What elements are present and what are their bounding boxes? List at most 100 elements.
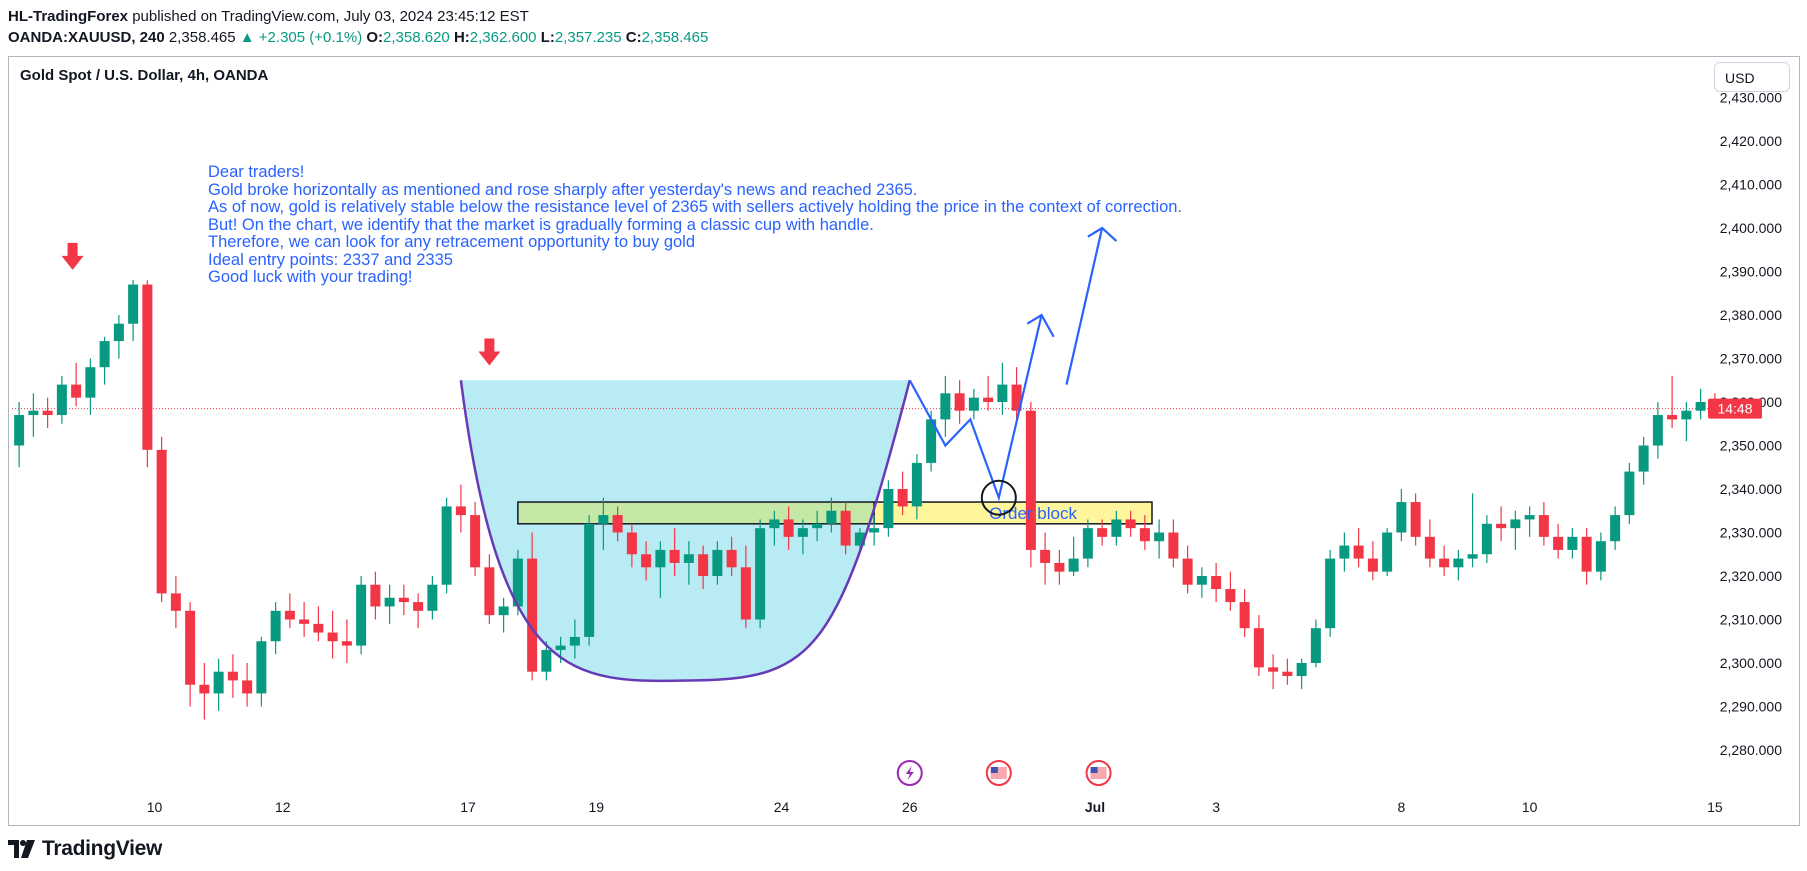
candle-body xyxy=(1524,515,1535,520)
y-tick-label: 2,290.000 xyxy=(1720,699,1782,715)
candle-body xyxy=(1467,554,1478,559)
x-tick-label: 26 xyxy=(902,799,918,815)
candle-body xyxy=(598,515,609,524)
quote-line: OANDA:XAUUSD, 240 2,358.465 ▲ +2.305 (+0… xyxy=(8,29,708,46)
candle-body xyxy=(755,528,766,620)
candle-body xyxy=(227,671,238,681)
y-tick-label: 2,350.000 xyxy=(1720,438,1782,454)
tradingview-logo-icon xyxy=(8,840,35,858)
candle-body xyxy=(983,397,994,402)
note-line: Ideal entry points: 2337 and 2335 xyxy=(208,250,453,269)
candle-body xyxy=(940,393,951,420)
y-tick-label: 2,300.000 xyxy=(1720,655,1782,671)
candle-body xyxy=(1567,536,1578,550)
projection-arrowhead-2 xyxy=(1087,226,1118,242)
high-label: H: xyxy=(453,29,470,46)
candle-body xyxy=(1296,663,1307,677)
footer-brand[interactable]: TradingView xyxy=(8,834,162,864)
publish-line: HL-TradingForex published on TradingView… xyxy=(8,8,529,25)
last-price: 2,358.465 xyxy=(168,29,236,46)
candle-body xyxy=(1068,558,1079,572)
currency-button[interactable]: USD xyxy=(1714,62,1790,92)
candle-body xyxy=(512,558,523,607)
note-line: Good luck with your trading! xyxy=(208,268,413,286)
low-label: L: xyxy=(540,29,555,46)
order-block-zone xyxy=(873,501,1153,525)
candle-body xyxy=(1211,576,1222,590)
candle-body xyxy=(484,567,495,616)
candle-body xyxy=(1367,558,1378,572)
candle-body xyxy=(897,489,908,507)
candle-body xyxy=(1168,532,1179,559)
candle-body xyxy=(1638,445,1649,472)
candle-body xyxy=(626,532,637,555)
candle-body xyxy=(1139,528,1150,542)
candle-body xyxy=(1652,415,1663,446)
candle-body xyxy=(1125,519,1136,529)
price-change: ▲ +2.305 (+0.1%) xyxy=(239,29,363,46)
candle-body xyxy=(1182,558,1193,585)
candle-body xyxy=(341,641,352,646)
candle-body xyxy=(1481,523,1492,555)
candle-body xyxy=(427,584,438,611)
y-tick-label: 2,420.000 xyxy=(1720,133,1782,149)
order-block-green-zone xyxy=(517,501,875,525)
cup-outline xyxy=(459,379,911,683)
cup-fill xyxy=(460,380,910,681)
candle-body xyxy=(199,684,210,694)
candle-body xyxy=(1510,519,1521,529)
projection-path xyxy=(908,314,1043,502)
candle-body xyxy=(1496,523,1507,529)
candle-body xyxy=(256,641,267,694)
candle-body xyxy=(683,554,694,563)
candle-body xyxy=(1396,502,1407,533)
us-flag-canton-icon xyxy=(1090,767,1098,773)
candle-body xyxy=(669,549,680,563)
y-tick-label: 2,410.000 xyxy=(1720,177,1782,193)
note-line: Therefore, we can look for any retraceme… xyxy=(208,233,696,251)
published-text: published on TradingView.com, July 03, 2… xyxy=(132,8,529,25)
candle-body xyxy=(869,528,880,533)
candle-body xyxy=(327,632,338,642)
candle-body xyxy=(128,284,139,324)
y-tick-label: 2,280.000 xyxy=(1720,742,1782,758)
candle-body xyxy=(584,523,595,637)
candle-body xyxy=(569,636,580,646)
candle-body xyxy=(441,506,452,585)
candle-body xyxy=(398,597,409,603)
publisher-name[interactable]: HL-TradingForex xyxy=(8,8,129,25)
y-tick-label: 2,380.000 xyxy=(1720,307,1782,323)
candle-body xyxy=(641,554,652,568)
candle-body xyxy=(812,523,823,529)
candle-body xyxy=(1339,545,1350,559)
candle-body xyxy=(698,554,709,576)
down-arrow-icon xyxy=(61,242,84,270)
x-tick-label: Jul xyxy=(1085,799,1105,815)
y-tick-label: 2,390.000 xyxy=(1720,264,1782,280)
candle-body xyxy=(1196,576,1207,585)
candle-body xyxy=(1595,541,1606,572)
candle-body xyxy=(185,610,196,685)
candle-body xyxy=(769,519,780,529)
candle-body xyxy=(1097,528,1108,537)
candle-body xyxy=(612,515,623,533)
candle-body xyxy=(655,549,666,568)
x-tick-label: 10 xyxy=(147,799,163,815)
candle-body xyxy=(470,515,481,568)
candle-body xyxy=(370,584,381,607)
candle-body xyxy=(712,549,723,576)
candle-body xyxy=(142,284,153,450)
note-line: As of now, gold is relatively stable bel… xyxy=(208,198,1183,216)
candle-body xyxy=(1538,515,1549,537)
candle-body xyxy=(156,449,167,594)
candle-body xyxy=(1282,671,1293,677)
candle-body xyxy=(313,623,324,633)
close-value: 2,358.465 xyxy=(641,29,709,46)
candle-body xyxy=(1553,536,1564,550)
entry-circle xyxy=(980,479,1017,516)
candle-body xyxy=(541,649,552,672)
candle-body xyxy=(1082,528,1093,559)
note-line: Gold broke horizontally as mentioned and… xyxy=(208,180,918,199)
price-label-box xyxy=(1708,398,1762,419)
